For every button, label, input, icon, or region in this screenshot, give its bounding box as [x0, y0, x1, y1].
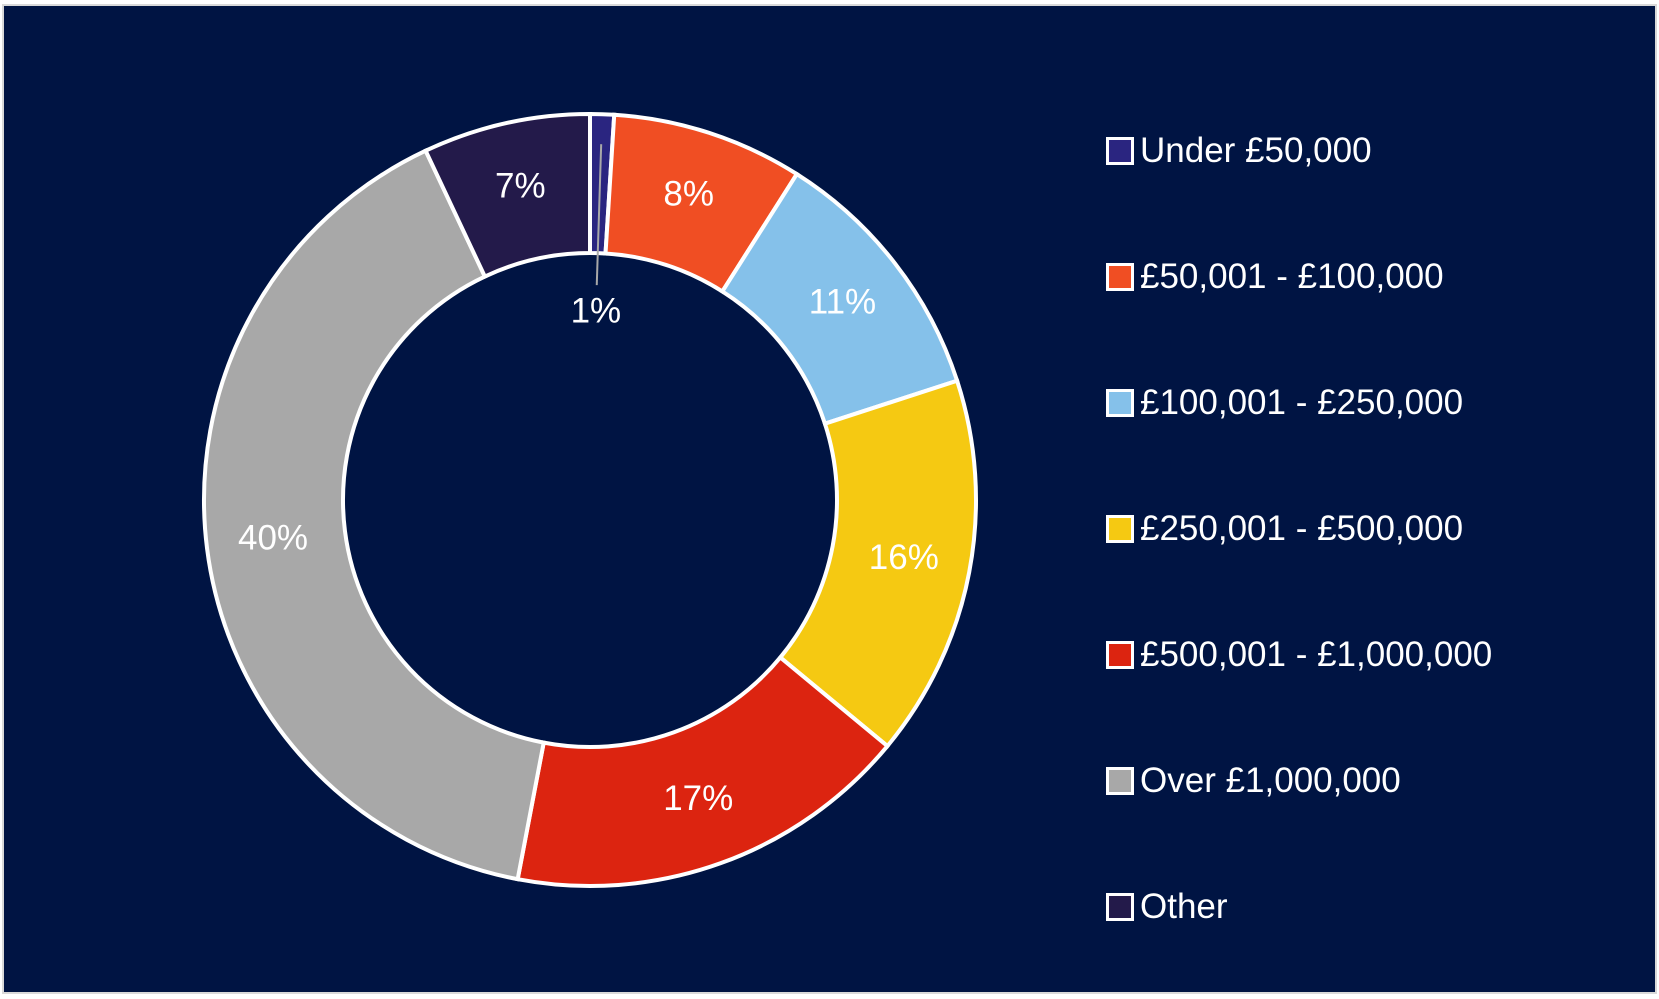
slice-6 — [422, 111, 592, 280]
slice-label-1: 8% — [663, 174, 714, 213]
legend-swatch — [1106, 893, 1134, 921]
leader-line-0 — [595, 144, 603, 286]
legend-item: £250,001 - £500,000 — [1106, 466, 1492, 592]
legend-label: Other — [1140, 887, 1228, 926]
slice-label-6: 7% — [495, 166, 546, 205]
legend-label: Over £1,000,000 — [1140, 761, 1401, 800]
legend-item: £50,001 - £100,000 — [1106, 214, 1492, 340]
legend-label: Under £50,000 — [1140, 131, 1372, 170]
slice-label-4: 17% — [663, 779, 733, 818]
legend-swatch — [1106, 263, 1134, 291]
legend-label: £500,001 - £1,000,000 — [1140, 635, 1493, 674]
legend-item: Other — [1106, 844, 1492, 970]
legend-swatch — [1106, 515, 1134, 543]
slice-label-3: 16% — [869, 538, 939, 577]
legend-item: £500,001 - £1,000,000 — [1106, 592, 1492, 718]
chart-legend: Under £50,000 £50,001 - £100,000 £100,001 … — [1106, 88, 1492, 970]
legend-item: £100,001 - £250,000 — [1106, 340, 1492, 466]
legend-swatch — [1106, 389, 1134, 417]
legend-swatch — [1106, 137, 1134, 165]
slice-5 — [202, 148, 547, 882]
slice-label-2: 11% — [809, 282, 876, 321]
legend-label: £50,001 - £100,000 — [1140, 257, 1444, 296]
slice-label-5: 40% — [238, 518, 308, 557]
slice-4 — [515, 654, 891, 888]
legend-swatch — [1106, 641, 1134, 669]
legend-label: £250,001 - £500,000 — [1140, 509, 1464, 548]
legend-item: Over £1,000,000 — [1106, 718, 1492, 844]
slice-label-0: 1% — [571, 291, 622, 330]
legend-item: Under £50,000 — [1106, 88, 1492, 214]
legend-swatch — [1106, 767, 1134, 795]
slice-3 — [777, 378, 978, 749]
legend-label: £100,001 - £250,000 — [1140, 383, 1464, 422]
